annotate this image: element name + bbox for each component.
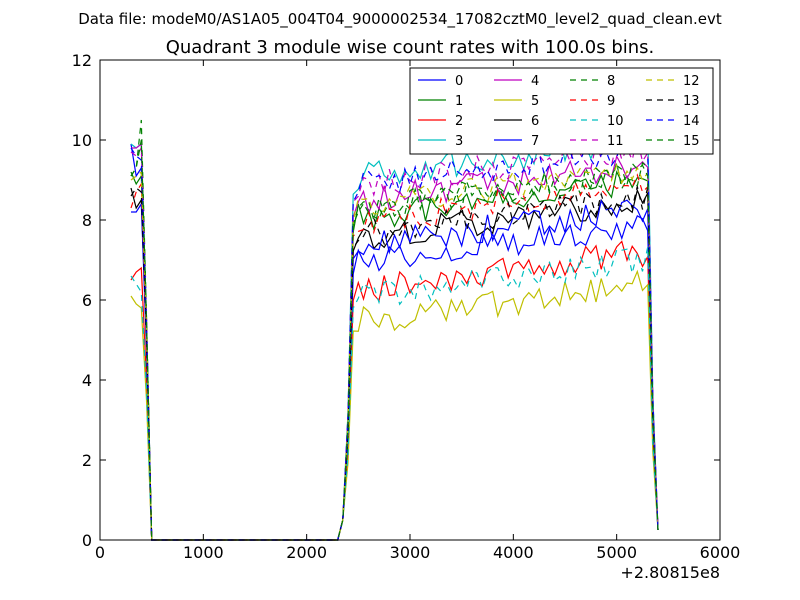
legend-label-6: 6 — [531, 114, 539, 129]
series-line-14 — [130, 136, 659, 541]
series-line-2 — [130, 240, 659, 541]
x-offset-label: +2.80815e8 — [620, 563, 720, 582]
chart-suptitle: Data file: modeM0/AS1A05_004T04_90000025… — [78, 10, 722, 29]
series-line-3 — [130, 127, 659, 541]
series-line-13 — [130, 186, 659, 541]
x-tick-label: 3000 — [390, 543, 431, 562]
series-line-12 — [130, 163, 659, 541]
legend-label-5: 5 — [531, 94, 539, 109]
y-tick-label: 12 — [72, 51, 92, 70]
chart-title: Quadrant 3 module wise count rates with … — [166, 37, 655, 58]
series-line-10 — [130, 247, 659, 541]
legend-label-0: 0 — [455, 74, 463, 89]
legend-label-4: 4 — [531, 74, 539, 89]
legend-label-9: 9 — [607, 94, 615, 109]
series-layer — [130, 119, 659, 541]
legend-label-15: 15 — [683, 134, 700, 149]
y-tick-label: 4 — [82, 371, 92, 390]
series-line-7 — [131, 199, 659, 541]
legend-label-2: 2 — [455, 114, 463, 129]
series-line-6 — [130, 187, 659, 541]
x-tick-label: 4000 — [493, 543, 534, 562]
y-tick-label: 2 — [82, 451, 92, 470]
y-tick-label: 0 — [82, 531, 92, 550]
y-tick-label: 10 — [72, 131, 92, 150]
series-line-5 — [130, 269, 659, 541]
x-tick-label: 1000 — [183, 543, 224, 562]
legend-label-14: 14 — [683, 114, 700, 129]
series-line-1 — [130, 170, 659, 541]
x-tick-label: 6000 — [700, 543, 741, 562]
y-tick-label: 6 — [82, 291, 92, 310]
legend-label-8: 8 — [607, 74, 615, 89]
x-tick-label: 2000 — [286, 543, 327, 562]
y-tick-label: 8 — [82, 211, 92, 230]
legend-label-10: 10 — [607, 114, 624, 129]
x-tick-label: 5000 — [596, 543, 637, 562]
series-line-4 — [131, 142, 659, 541]
series-line-9 — [130, 173, 659, 541]
x-tick-label: 0 — [95, 543, 105, 562]
legend-label-11: 11 — [607, 134, 624, 149]
series-line-11 — [130, 139, 659, 541]
legend-label-1: 1 — [455, 94, 463, 109]
series-line-15 — [130, 139, 659, 541]
legend-label-13: 13 — [683, 94, 700, 109]
series-line-0 — [130, 143, 659, 541]
legend-label-12: 12 — [683, 74, 700, 89]
legend-label-7: 7 — [531, 134, 539, 149]
legend-label-3: 3 — [455, 134, 463, 149]
